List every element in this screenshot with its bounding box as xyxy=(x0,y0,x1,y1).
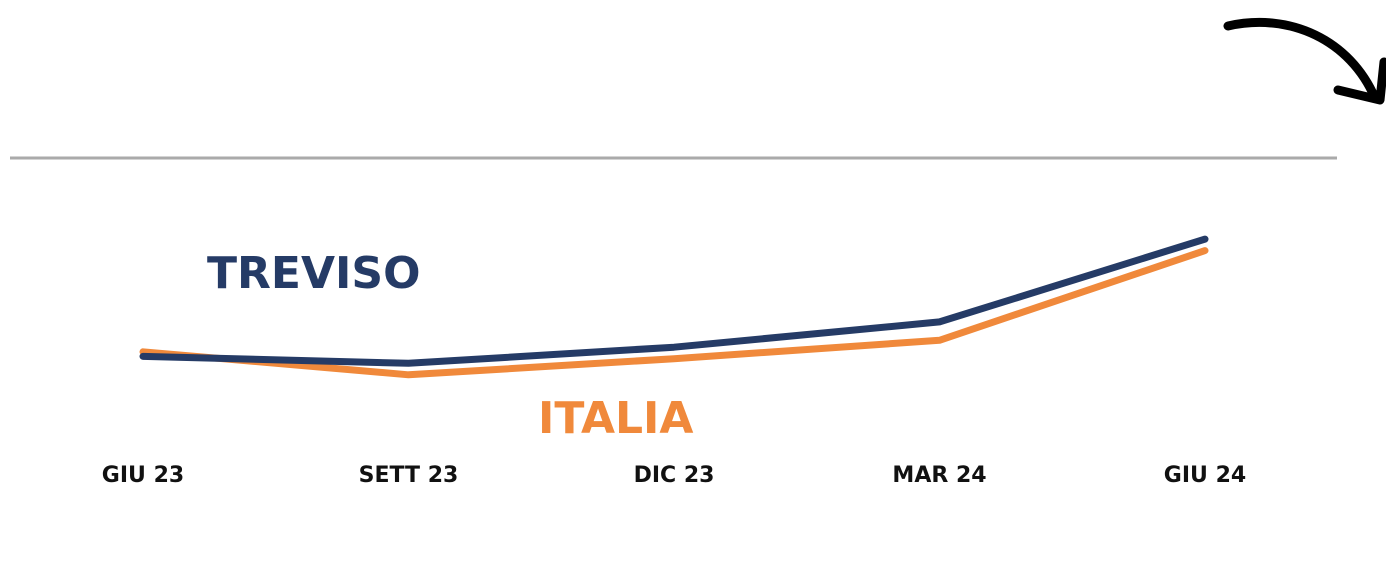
series-label: TREVISO xyxy=(207,248,420,299)
x-tick-label: DIC 23 xyxy=(634,463,715,488)
arrow xyxy=(1223,18,1380,103)
x-tick-label: SETT 23 xyxy=(359,463,459,488)
x-tick-label: GIU 23 xyxy=(102,463,184,488)
series-line xyxy=(139,247,1209,379)
x-tick-label: GIU 24 xyxy=(1164,463,1246,488)
series-label: ITALIA xyxy=(538,393,693,444)
x-tick-label: MAR 24 xyxy=(892,463,986,488)
arrow-head xyxy=(1333,57,1386,105)
series-line xyxy=(139,235,1209,367)
